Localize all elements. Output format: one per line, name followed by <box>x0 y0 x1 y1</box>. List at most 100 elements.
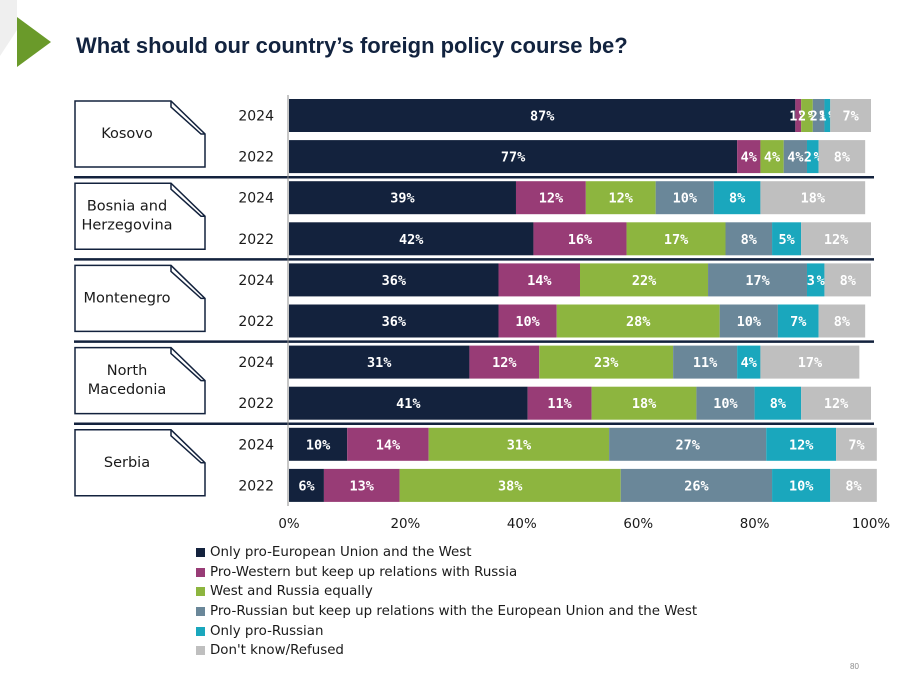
bar-segment <box>801 222 871 256</box>
legend-item: Only pro-European Union and the West <box>196 543 697 563</box>
data-label: 8% <box>770 396 787 412</box>
bar-segment <box>783 140 807 174</box>
data-label: 16% <box>568 232 593 248</box>
bar-segment <box>830 99 871 132</box>
data-label: 28% <box>626 314 651 330</box>
bar-segment <box>469 345 540 379</box>
group-label-box <box>74 100 206 168</box>
legend-label: West and Russia equally <box>210 584 373 600</box>
group-label-fold <box>170 265 205 300</box>
x-tick-label: 60% <box>623 517 653 532</box>
x-tick-label: 100% <box>852 517 890 532</box>
bar-segment <box>760 345 860 379</box>
bar-segment <box>515 181 586 215</box>
year-tick-label: 2024 <box>238 191 274 207</box>
group-label: Bosnia and <box>87 199 167 215</box>
bar-segment <box>824 99 831 132</box>
year-tick-label: 2022 <box>238 150 274 166</box>
bar-segment <box>725 222 773 256</box>
bar-segment <box>824 263 871 297</box>
data-label: 36% <box>382 273 407 289</box>
data-label: 8% <box>729 191 746 207</box>
data-label: 12% <box>789 437 814 453</box>
data-label: 10% <box>789 478 814 494</box>
group-label-fold <box>170 347 205 382</box>
year-tick-label: 2022 <box>238 232 274 248</box>
slide-marker-triangle <box>0 0 51 67</box>
bar-segment <box>620 468 773 502</box>
bar-segment <box>289 345 470 379</box>
data-label: 11% <box>693 355 718 371</box>
data-label: 4% <box>764 150 781 166</box>
data-label: 22% <box>632 273 657 289</box>
bar-segment <box>556 304 720 338</box>
group-label-box <box>74 264 206 333</box>
bar-segment <box>766 427 837 461</box>
data-label: 41% <box>396 396 421 412</box>
bar-segment <box>289 468 324 502</box>
data-label: 4% <box>741 355 758 371</box>
data-label: 38% <box>498 478 523 494</box>
bar-segment <box>673 345 738 379</box>
bar-segment <box>609 427 767 461</box>
year-tick-label: 2024 <box>238 355 274 371</box>
bar-segment <box>289 304 499 338</box>
bar-segment <box>818 140 866 174</box>
bar-segment <box>591 386 697 420</box>
data-label: 12% <box>492 355 517 371</box>
bar-segment <box>719 304 778 338</box>
group-label-box <box>74 346 206 415</box>
data-label: 3% <box>807 273 826 289</box>
bar-segment <box>806 140 819 174</box>
bar-segment <box>812 99 825 132</box>
bar-segment <box>289 140 738 174</box>
data-label: 14% <box>527 273 552 289</box>
bar-segment <box>399 468 621 502</box>
bar-segment <box>289 181 516 215</box>
year-tick-label: 2024 <box>238 273 274 289</box>
data-label: 8% <box>741 232 758 248</box>
x-tick-label: 40% <box>507 517 537 532</box>
bar-segment <box>818 304 866 338</box>
legend-label: Only pro-Russian <box>210 623 324 639</box>
data-label: 42% <box>399 232 424 248</box>
legend-swatch <box>196 587 205 597</box>
data-label: 10% <box>673 191 698 207</box>
bar-segment <box>289 222 534 256</box>
chart-legend: Only pro-European Union and the West Pro-… <box>196 543 697 661</box>
bar-segment <box>795 99 802 132</box>
bar-segment <box>708 263 807 297</box>
bar-segment <box>772 468 831 502</box>
bar-segment <box>777 304 819 338</box>
stacked-bar-chart: Kosovo202487%1%2%2%1%7%202277%4%4%4%2%8%… <box>74 95 890 532</box>
bar-segment <box>289 263 499 297</box>
bar-segment <box>428 427 610 461</box>
data-label: 8% <box>834 314 851 330</box>
bar-segment <box>737 345 761 379</box>
x-tick-label: 80% <box>740 517 770 532</box>
group-label: Serbia <box>104 455 150 471</box>
group-label-fold <box>170 183 205 217</box>
data-label: 27% <box>675 437 700 453</box>
legend-swatch <box>196 646 205 656</box>
data-label: 13% <box>350 478 375 494</box>
bar-segment <box>806 263 825 297</box>
legend-label: Pro-Russian but keep up relations with t… <box>210 604 698 620</box>
group-label-fold <box>170 101 205 135</box>
data-label: 7% <box>842 109 859 125</box>
data-label: 39% <box>390 191 415 207</box>
data-label: 12% <box>609 191 634 207</box>
data-label: 8% <box>845 478 862 494</box>
data-label: 12% <box>824 232 849 248</box>
bar-segment <box>760 140 784 174</box>
data-label: 10% <box>713 396 738 412</box>
group-label-box <box>74 429 206 497</box>
page-number: 80 <box>850 662 859 671</box>
bar-segment <box>626 222 726 256</box>
group-label: Kosovo <box>101 126 153 142</box>
group-label: Macedonia <box>88 382 166 398</box>
data-label: 4% <box>741 150 758 166</box>
bar-segment <box>585 181 656 215</box>
data-label: 6% <box>298 478 315 494</box>
data-label: 10% <box>515 314 540 330</box>
